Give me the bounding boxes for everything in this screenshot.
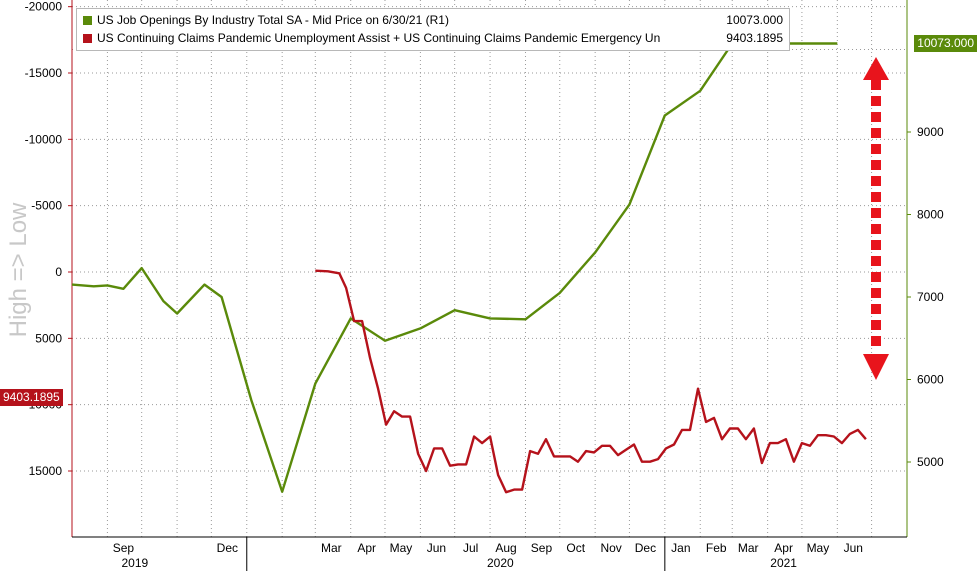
series-line-job-openings bbox=[71, 42, 838, 493]
x-tick-label: May bbox=[807, 541, 830, 555]
x-tick-label: Apr bbox=[774, 541, 793, 555]
x-tick-label: Apr bbox=[357, 541, 376, 555]
grid-lines bbox=[72, 0, 907, 537]
x-tick-label: Jan bbox=[671, 541, 690, 555]
x-tick-label: Dec bbox=[217, 541, 238, 555]
series-line-continuing-claims bbox=[315, 269, 867, 494]
x-tick-label: May bbox=[390, 541, 413, 555]
arrow-head-down bbox=[863, 354, 889, 380]
arrow-head-up bbox=[863, 57, 889, 80]
x-tick-label: Jun bbox=[427, 541, 446, 555]
right-tick-label: 9000 bbox=[917, 125, 944, 139]
x-axis-ticks: Sep Dec Mar Apr May Jun Jul Aug Sep Oct Nov Dec Jan F… bbox=[113, 537, 863, 571]
right-tick-label: 6000 bbox=[917, 373, 944, 387]
legend-item-job-openings: US Job Openings By Industry Total SA - M… bbox=[83, 12, 783, 29]
x-tick-label: Mar bbox=[738, 541, 759, 555]
left-tick-label: 5000 bbox=[35, 331, 62, 345]
left-tick-label: 0 bbox=[55, 265, 62, 279]
x-year-label: 2019 bbox=[121, 556, 148, 570]
x-tick-label: Sep bbox=[531, 541, 553, 555]
legend-value-continuing-claims: 9403.1895 bbox=[726, 31, 783, 45]
x-year-label: 2020 bbox=[487, 556, 514, 570]
last-value-tag-openings: 10073.000 bbox=[914, 35, 977, 52]
left-axis-annotation: High => Low bbox=[5, 202, 32, 337]
right-tick-label: 5000 bbox=[917, 455, 944, 469]
x-tick-label: Aug bbox=[495, 541, 516, 555]
right-axis-ticks: 5000 6000 7000 8000 9000 bbox=[907, 125, 944, 469]
legend-label-continuing-claims: US Continuing Claims Pandemic Unemployme… bbox=[97, 31, 661, 45]
legend-label-job-openings: US Job Openings By Industry Total SA - M… bbox=[97, 13, 449, 27]
x-tick-label: Jul bbox=[463, 541, 478, 555]
x-tick-label: Oct bbox=[566, 541, 585, 555]
last-value-tag-claims: 9403.1895 bbox=[0, 389, 63, 406]
x-tick-label: Jun bbox=[844, 541, 863, 555]
x-year-label: 2021 bbox=[770, 556, 797, 570]
legend-swatch-red bbox=[83, 34, 92, 43]
legend: US Job Openings By Industry Total SA - M… bbox=[76, 8, 790, 51]
series-layer bbox=[71, 42, 867, 494]
left-axis-ticks: -20000-15000-10000-5000050001000015000 bbox=[25, 0, 72, 478]
legend-item-continuing-claims: US Continuing Claims Pandemic Unemployme… bbox=[83, 30, 783, 47]
right-tick-label: 8000 bbox=[917, 208, 944, 222]
x-tick-label: Feb bbox=[706, 541, 727, 555]
x-tick-label: Dec bbox=[635, 541, 656, 555]
right-tick-label: 7000 bbox=[917, 290, 944, 304]
range-marker bbox=[863, 57, 889, 380]
left-tick-label: -5000 bbox=[31, 199, 62, 213]
x-tick-label: Mar bbox=[321, 541, 342, 555]
axes bbox=[71, 0, 908, 538]
legend-value-job-openings: 10073.000 bbox=[726, 13, 783, 27]
left-tick-label: 15000 bbox=[29, 464, 63, 478]
x-tick-label: Sep bbox=[113, 541, 135, 555]
left-tick-label: -15000 bbox=[25, 66, 63, 80]
x-tick-label: Nov bbox=[600, 541, 621, 555]
legend-swatch-green bbox=[83, 16, 92, 25]
left-tick-label: -10000 bbox=[25, 132, 63, 146]
left-tick-label: -20000 bbox=[25, 0, 63, 14]
